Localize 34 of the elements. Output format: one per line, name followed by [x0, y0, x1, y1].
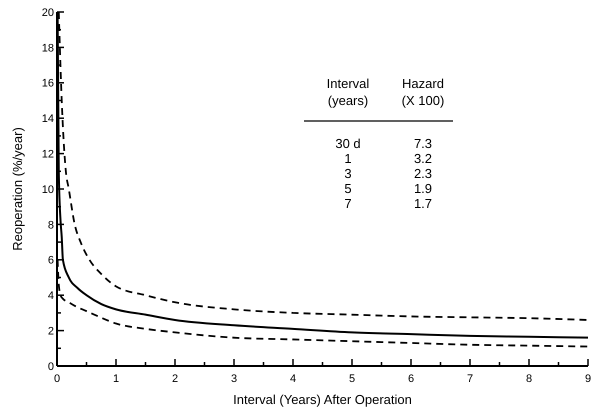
x-tick-label: 8 [526, 373, 532, 385]
y-tick-label: 8 [48, 219, 54, 232]
annotation: 1 [344, 151, 352, 166]
x-tick-label: 5 [348, 373, 356, 385]
annotation: 7.3 [414, 136, 432, 151]
x-tick-label: 2 [172, 373, 178, 385]
annotation: 30 d [335, 136, 361, 151]
x-tick-label: 6 [408, 373, 414, 385]
x-tick-label: 1 [112, 373, 120, 385]
annotation: 3.2 [414, 151, 432, 166]
y-axis-title: Reoperation (%/year) [10, 127, 25, 251]
annotation: 1.9 [414, 181, 432, 196]
x-tick-label: 9 [584, 373, 592, 385]
y-tick-label: 18 [42, 42, 54, 54]
y-tick-label: 20 [42, 6, 54, 19]
y-tick-label: 4 [48, 290, 54, 302]
y-tick-label: 0 [48, 360, 54, 373]
y-tick-label: 6 [48, 254, 54, 267]
x-tick-label: 4 [290, 373, 296, 385]
y-tick-label: 2 [48, 325, 54, 338]
x-tick-label: 3 [230, 373, 238, 385]
y-tick-label: 12 [42, 148, 54, 160]
y-tick-label: 14 [42, 113, 54, 126]
x-tick-label: 7 [466, 373, 474, 385]
x-axis-title: Interval (Years) After Operation [233, 392, 412, 407]
annotation: 2.3 [414, 166, 432, 181]
annotation: 5 [344, 181, 352, 196]
y-tick-label: 10 [42, 184, 54, 196]
annotation: 7 [344, 196, 352, 211]
annotation: Interval (years) [326, 76, 370, 108]
y-tick-label: 16 [42, 78, 54, 90]
annotation: Hazard (X 100) [402, 76, 444, 108]
annotation: 3 [344, 166, 352, 181]
annotation: 1.7 [414, 196, 432, 211]
